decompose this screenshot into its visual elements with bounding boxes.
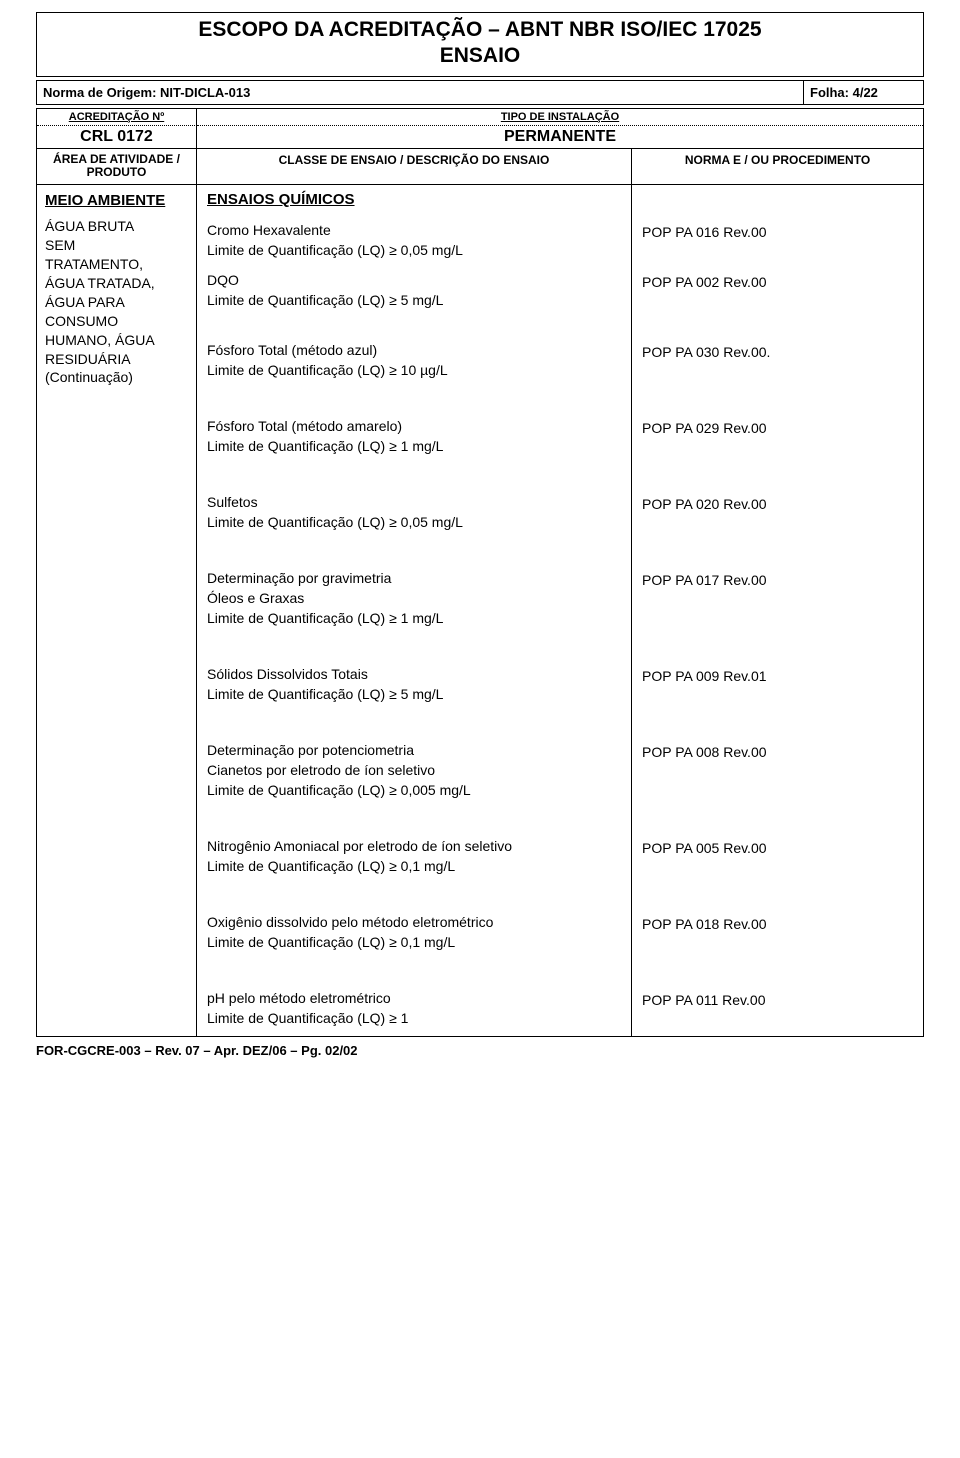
ensaio-line: Cianetos por eletrodo de íon seletivo [207, 760, 621, 780]
ensaio-line: DQO [207, 270, 621, 290]
ensaio-block: Oxigênio dissolvido pelo método eletromé… [207, 912, 621, 988]
col2-header: CLASSE DE ENSAIO / DESCRIÇÃO DO ENSAIO [197, 149, 632, 186]
norma-block: POP PA 011 Rev.00 [642, 990, 913, 1030]
ensaio-line: pH pelo método eletrométrico [207, 988, 621, 1008]
norma-value: POP PA 017 Rev.00 [642, 570, 913, 590]
folha-label: Folha: [810, 85, 853, 100]
ensaio-line: Nitrogênio Amoniacal por eletrodo de íon… [207, 836, 621, 856]
norma-value: POP PA 020 Rev.00 [642, 494, 913, 514]
ensaio-line: Limite de Quantificação (LQ) ≥ 0,005 mg/… [207, 780, 621, 800]
ensaio-block: SulfetosLimite de Quantificação (LQ) ≥ 0… [207, 492, 621, 568]
ensaio-line: Limite de Quantificação (LQ) ≥ 0,1 mg/L [207, 856, 621, 876]
norma-value: POP PA 029 Rev.00 [642, 418, 913, 438]
ensaio-line: Limite de Quantificação (LQ) ≥ 0,1 mg/L [207, 932, 621, 952]
norma-spacer [642, 191, 913, 222]
title-box: ESCOPO DA ACREDITAÇÃO – ABNT NBR ISO/IEC… [36, 12, 924, 77]
ensaio-line: Sulfetos [207, 492, 621, 512]
meta-row: Norma de Origem: NIT-DICLA-013 Folha: 4/… [36, 80, 924, 105]
norma-block: POP PA 020 Rev.00 [642, 494, 913, 570]
produto-line: ÁGUA TRATADA, [45, 274, 188, 293]
norma-block: POP PA 002 Rev.00 [642, 272, 913, 342]
ensaio-block: Determinação por potenciometriaCianetos … [207, 740, 621, 836]
ensaio-line: Oxigênio dissolvido pelo método eletromé… [207, 912, 621, 932]
norma-block: POP PA 017 Rev.00 [642, 570, 913, 666]
norma-block: POP PA 030 Rev.00. [642, 342, 913, 418]
ensaio-blocks: Cromo HexavalenteLimite de Quantificação… [207, 220, 621, 1028]
ensaio-line: Óleos e Graxas [207, 588, 621, 608]
ensaio-line: Limite de Quantificação (LQ) ≥ 1 mg/L [207, 608, 621, 628]
produto-line: ÁGUA PARA [45, 293, 188, 312]
ensaio-block: pH pelo método eletrométricoLimite de Qu… [207, 988, 621, 1028]
ensaio-block: Sólidos Dissolvidos TotaisLimite de Quan… [207, 664, 621, 740]
main-title-line2: ENSAIO [43, 43, 917, 69]
ensaio-block: Cromo HexavalenteLimite de Quantificação… [207, 220, 621, 270]
hdr-acreditacao: ACREDITAÇÃO Nº [37, 109, 197, 126]
norma-value: POP PA 005 Rev.00 [642, 838, 913, 858]
ensaio-block: Determinação por gravimetriaÓleos e Grax… [207, 568, 621, 664]
main-title-line1: ESCOPO DA ACREDITAÇÃO – ABNT NBR ISO/IEC… [43, 17, 917, 43]
norma-block: POP PA 008 Rev.00 [642, 742, 913, 838]
norma-cell: POP PA 016 Rev.00 POP PA 002 Rev.00 POP PA… [632, 185, 923, 1036]
ensaio-line: Fósforo Total (método amarelo) [207, 416, 621, 436]
folha-value: 4/22 [853, 85, 878, 100]
norma-origem-label: Norma de Origem: [43, 85, 160, 100]
ensaio-line: Limite de Quantificação (LQ) ≥ 5 mg/L [207, 290, 621, 310]
norma-block: POP PA 018 Rev.00 [642, 914, 913, 990]
ensaio-line: Determinação por potenciometria [207, 740, 621, 760]
col1-header: ÁREA DE ATIVIDADE / PRODUTO [37, 149, 197, 186]
permanente-cell: PERMANENTE [197, 126, 923, 149]
norma-value: POP PA 030 Rev.00. [642, 342, 913, 362]
produto-line: SEM [45, 236, 188, 255]
area-produto-cell: MEIO AMBIENTE ÁGUA BRUTASEMTRATAMENTO,ÁG… [37, 185, 197, 1036]
norma-origem-value: NIT-DICLA-013 [160, 85, 250, 100]
ensaio-line: Limite de Quantificação (LQ) ≥ 0,05 mg/L [207, 240, 621, 260]
folha-cell: Folha: 4/22 [804, 80, 924, 105]
norma-block: POP PA 009 Rev.01 [642, 666, 913, 742]
ensaio-block: DQOLimite de Quantificação (LQ) ≥ 5 mg/L [207, 270, 621, 340]
ensaio-block: Nitrogênio Amoniacal por eletrodo de íon… [207, 836, 621, 912]
norma-block: POP PA 005 Rev.00 [642, 838, 913, 914]
norma-value: POP PA 018 Rev.00 [642, 914, 913, 934]
ensaio-block: Fósforo Total (método azul)Limite de Qua… [207, 340, 621, 416]
produto-line: HUMANO, ÁGUA [45, 331, 188, 350]
norma-value: POP PA 011 Rev.00 [642, 990, 913, 1010]
norma-blocks: POP PA 016 Rev.00 POP PA 002 Rev.00 POP PA… [642, 222, 913, 1030]
main-table: ACREDITAÇÃO Nº TIPO DE INSTALAÇÃO CRL 01… [36, 108, 924, 1038]
produto-line: ÁGUA BRUTA [45, 217, 188, 236]
produto-lines: ÁGUA BRUTASEMTRATAMENTO,ÁGUA TRATADA,ÁGU… [45, 217, 188, 387]
norma-value: POP PA 016 Rev.00 [642, 222, 913, 242]
ensaio-line: Cromo Hexavalente [207, 220, 621, 240]
norma-block: POP PA 029 Rev.00 [642, 418, 913, 494]
norma-value: POP PA 009 Rev.01 [642, 666, 913, 686]
norma-origem-cell: Norma de Origem: NIT-DICLA-013 [36, 80, 804, 105]
ensaio-line: Determinação por gravimetria [207, 568, 621, 588]
produto-line: TRATAMENTO, [45, 255, 188, 274]
norma-value: POP PA 008 Rev.00 [642, 742, 913, 762]
ensaio-line: Limite de Quantificação (LQ) ≥ 1 mg/L [207, 436, 621, 456]
norma-value: POP PA 002 Rev.00 [642, 272, 913, 292]
produto-line: RESIDUÁRIA [45, 350, 188, 369]
hdr-tipo-instalacao: TIPO DE INSTALAÇÃO [197, 109, 923, 126]
crl-number: CRL 0172 [37, 126, 197, 149]
footer-text: FOR-CGCRE-003 – Rev. 07 – Apr. DEZ/06 – … [36, 1043, 924, 1058]
area-title: MEIO AMBIENTE [45, 191, 188, 211]
col3-header: NORMA E / OU PROCEDIMENTO [632, 149, 923, 186]
ensaio-line: Limite de Quantificação (LQ) ≥ 1 [207, 1008, 621, 1028]
ensaio-line: Sólidos Dissolvidos Totais [207, 664, 621, 684]
ensaio-line: Fósforo Total (método azul) [207, 340, 621, 360]
norma-block: POP PA 016 Rev.00 [642, 222, 913, 272]
ensaio-line: Limite de Quantificação (LQ) ≥ 10 µg/L [207, 360, 621, 380]
ensaio-line: Limite de Quantificação (LQ) ≥ 5 mg/L [207, 684, 621, 704]
ensaio-cell: ENSAIOS QUÍMICOS Cromo HexavalenteLimite… [197, 185, 632, 1036]
ensaios-title: ENSAIOS QUÍMICOS [207, 191, 621, 208]
produto-line: (Continuação) [45, 368, 188, 387]
ensaio-block: Fósforo Total (método amarelo)Limite de … [207, 416, 621, 492]
ensaio-line: Limite de Quantificação (LQ) ≥ 0,05 mg/L [207, 512, 621, 532]
produto-line: CONSUMO [45, 312, 188, 331]
